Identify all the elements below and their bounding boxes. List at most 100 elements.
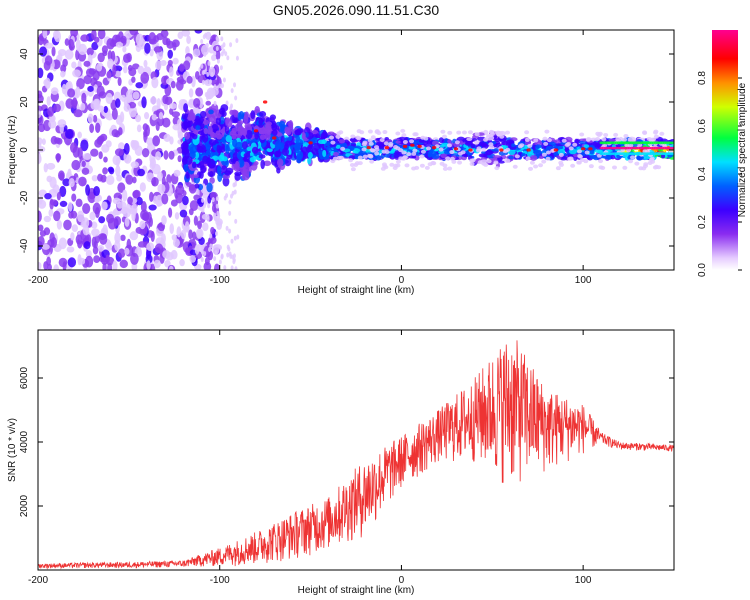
- spectrogram-cell: [493, 147, 500, 152]
- spectrogram-cell: [215, 36, 219, 42]
- spectrogram-cell: [188, 208, 194, 216]
- spectrogram-cell: [232, 259, 236, 265]
- spectrogram-cell: [189, 184, 196, 191]
- spectrogram-cell: [194, 119, 202, 126]
- spectrogram-cell: [588, 164, 594, 169]
- spectrogram-cell: [218, 259, 222, 265]
- spectrogram-cell: [361, 147, 367, 152]
- spectrogram-cell: [152, 135, 161, 147]
- spectrogram-cell: [146, 242, 155, 252]
- spectrogram-cell: [176, 226, 182, 238]
- spectrogram-cell: [517, 144, 523, 149]
- spectrogram-cell: [81, 160, 86, 168]
- spectrogram-cell: [234, 95, 238, 101]
- spectrogram-cell: [188, 229, 193, 240]
- spectrogram-cell: [254, 130, 260, 140]
- spectrogram-cell: [94, 98, 101, 109]
- spectrogram-cell: [123, 103, 131, 112]
- spectrogram-cell: [168, 150, 175, 160]
- spectrogram-cell: [135, 43, 142, 53]
- spectrogram-cell: [155, 121, 160, 132]
- spectrogram-cell: [95, 122, 101, 134]
- spectrogram-cell: [583, 144, 590, 148]
- spectrogram-cell: [91, 174, 98, 182]
- spectrogram-cell: [348, 158, 354, 163]
- spectrogram-cell: [419, 154, 425, 159]
- snr-x-ticks: -200 -100 0 100: [28, 330, 592, 586]
- spectrogram-cell: [189, 254, 197, 263]
- spectrogram-cell: [48, 119, 57, 129]
- spectrogram-cell: [187, 119, 193, 127]
- spectrogram-cell: [653, 134, 659, 139]
- spectrogram-cell: [233, 235, 237, 241]
- spectrogram-cell: [481, 147, 487, 152]
- spectrogram-cell: [85, 255, 94, 268]
- spectrogram-cell: [350, 134, 356, 139]
- spectrogram-cell: [527, 143, 533, 148]
- spectrogram-cell: [175, 184, 185, 196]
- spectrogram-cell: [103, 105, 109, 114]
- spectrogram-cell: [96, 63, 103, 72]
- spectrogram-cell: [102, 167, 108, 175]
- spectrogram-cell: [123, 142, 130, 155]
- spectrogram-cell: [326, 146, 332, 152]
- spectrogram-cell: [157, 171, 163, 182]
- spectrogram-cell: [97, 245, 105, 252]
- spectrogram-cell: [634, 161, 640, 166]
- spectrogram-cell: [75, 198, 83, 208]
- spectrogram-cell: [38, 235, 45, 247]
- spectrogram-cell: [148, 217, 153, 227]
- spectrogram-cell: [211, 54, 217, 62]
- spectrogram-cell: [470, 143, 476, 149]
- spectrogram-cell: [231, 133, 237, 140]
- spectrogram-cell: [228, 210, 232, 216]
- spectrogram-cell: [529, 160, 535, 165]
- spectrogram-cell: [130, 161, 139, 169]
- spectrogram-cell: [90, 148, 99, 157]
- spectrogram-cell: [224, 51, 228, 57]
- spectrogram-cell: [105, 92, 113, 105]
- spectrogram-cell: [58, 257, 68, 268]
- spectrogram-cell: [253, 129, 259, 133]
- spectrogram-cell: [623, 133, 629, 138]
- spectrogram-cell: [149, 157, 157, 168]
- spectrogram-cell: [188, 88, 194, 98]
- chart-title: GN05.2026.090.11.51.C30: [273, 2, 440, 18]
- spectrogram-cell: [105, 140, 112, 148]
- spectrogram-cell: [671, 141, 674, 145]
- spectrogram-cell: [463, 153, 468, 158]
- spectrogram-cell: [251, 146, 259, 154]
- spectrogram-cell: [154, 243, 164, 254]
- spectrogram-cell: [301, 131, 306, 140]
- spectrogram-cell: [410, 143, 415, 147]
- spectrogram-cell: [557, 148, 566, 155]
- spectrogram-x-label: Height of straight line (km): [298, 285, 415, 296]
- spectrogram-cell: [151, 114, 157, 121]
- spectrogram-cell: [470, 158, 476, 163]
- spectrogram-cell: [124, 217, 130, 227]
- spectrogram-cell: [135, 82, 144, 89]
- spectrogram-cell: [177, 31, 184, 40]
- spectrogram-cell: [229, 42, 233, 48]
- spectrogram-cell: [585, 137, 591, 142]
- spectrogram-cell: [213, 84, 217, 90]
- spectrogram-cell: [224, 170, 232, 176]
- spectrogram-cell: [38, 210, 42, 223]
- spectrogram-cell: [72, 97, 78, 109]
- spectrogram-cell: [71, 61, 77, 69]
- spectrogram-cell: [335, 134, 341, 139]
- spectrogram-cell: [565, 141, 571, 146]
- spectrogram-cell: [44, 193, 52, 200]
- spectrogram-cell: [199, 110, 207, 118]
- spectrogram-cell: [64, 49, 74, 60]
- spectrogram-cell: [594, 149, 603, 154]
- spectrogram-cell: [135, 114, 142, 123]
- spectrogram-cell: [417, 144, 422, 148]
- spectrogram-cell: [91, 228, 100, 237]
- spectrogram-cell: [38, 67, 44, 79]
- spectrogram-cell: [426, 140, 434, 146]
- spectrogram-cell: [53, 210, 61, 222]
- spectrogram-y-tick-label: 0: [19, 147, 30, 153]
- spectrogram-cell: [117, 182, 126, 193]
- spectrogram-cell: [121, 189, 128, 202]
